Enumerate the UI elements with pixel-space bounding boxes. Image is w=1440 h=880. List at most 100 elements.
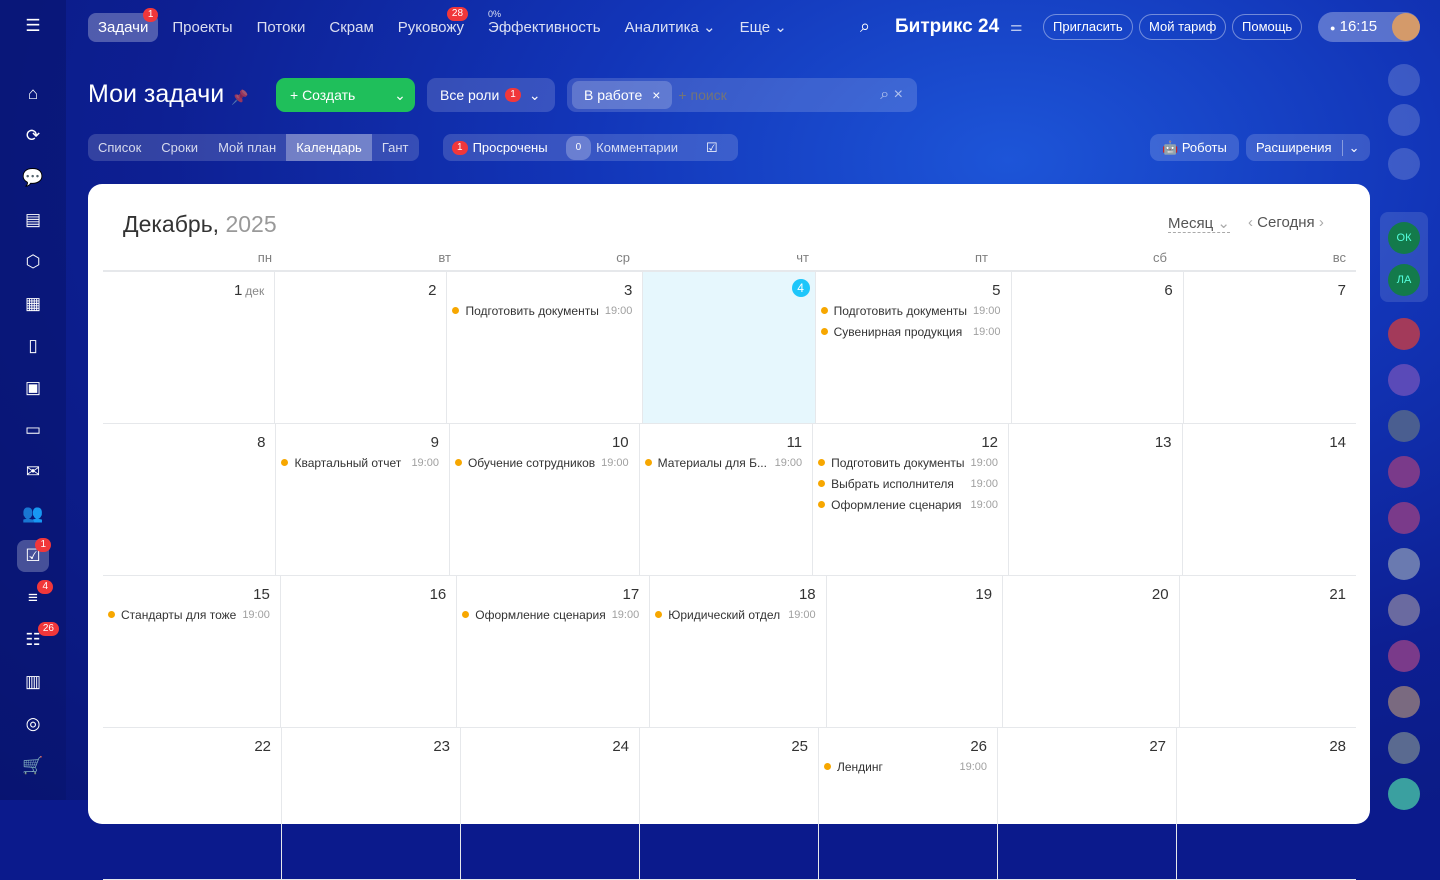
day-cell[interactable]: 20 (1003, 576, 1180, 727)
task-event[interactable]: Подготовить документы 19:00 (813, 452, 1008, 473)
task-event[interactable]: Обучение сотрудников 19:00 (450, 452, 639, 473)
chat-avatar-ok[interactable]: ОК (1388, 222, 1420, 254)
robots-button[interactable]: 🤖 Роботы (1150, 134, 1239, 161)
comments-filter[interactable]: Комментарии (596, 140, 679, 155)
day-cell[interactable]: 2 (275, 272, 448, 423)
read-all-icon[interactable]: ☑ (706, 139, 718, 155)
calendar-icon[interactable]: ▦ (24, 294, 42, 313)
task-event[interactable]: Лендинг 19:00 (819, 756, 997, 777)
task-event[interactable]: Выбрать исполнителя 19:00 (813, 473, 1008, 494)
task-event[interactable]: Оформление сценария 19:00 (813, 494, 1008, 515)
day-cell[interactable]: 17 Оформление сценария 19:00 (457, 576, 651, 727)
target-icon[interactable]: ◎ (25, 714, 41, 733)
close-icon[interactable]: × (652, 87, 661, 103)
docs-icon[interactable]: ▤ (24, 210, 42, 229)
day-cell[interactable]: 14 (1183, 424, 1356, 575)
chat-avatar[interactable] (1388, 456, 1420, 488)
nav-scrum[interactable]: Скрам (329, 18, 374, 36)
store-icon[interactable]: ▥ (24, 672, 42, 691)
list-icon[interactable]: ☷ 26 (17, 622, 59, 656)
tasks-icon[interactable]: ☑ 1 (17, 538, 51, 572)
tab-my-plan[interactable]: Мой план (218, 140, 277, 155)
document-icon[interactable]: ▯ (28, 336, 38, 355)
chat-avatar[interactable] (1388, 410, 1420, 442)
nav-analytics[interactable]: Аналитика ⌄ (624, 19, 716, 36)
tab-gantt[interactable]: Гант (381, 140, 409, 155)
task-event[interactable]: Подготовить документы 19:00 (816, 300, 1011, 321)
overdue-filter[interactable]: Просрочены (472, 140, 548, 155)
chat-avatar[interactable] (1388, 594, 1420, 626)
day-cell[interactable]: 15 Стандарты для тоже 19:00 (103, 576, 281, 727)
menu-icon[interactable]: ☰ (25, 16, 41, 35)
nav-flows[interactable]: Потоки (256, 18, 306, 36)
chat-avatar-la[interactable]: ЛА (1388, 264, 1420, 296)
chat-icon[interactable]: 💬 (22, 168, 44, 187)
filter-tag[interactable]: В работе × (572, 81, 673, 109)
chat-switch-icon[interactable] (1388, 148, 1420, 180)
today-button[interactable]: Сегодня (1257, 214, 1315, 231)
feed-icon[interactable]: ≡ 4 (17, 580, 53, 614)
help-button[interactable]: Помощь (1232, 14, 1303, 40)
chat-avatar[interactable] (1388, 686, 1420, 718)
nav-projects[interactable]: Проекты (172, 18, 233, 36)
chat-avatar[interactable] (1388, 732, 1420, 764)
day-cell[interactable]: 6 (1012, 272, 1184, 423)
nav-managing[interactable]: Руковожу 28 (388, 6, 474, 42)
next-icon[interactable]: › (1318, 214, 1324, 231)
chat-avatar[interactable] (1388, 778, 1420, 810)
prev-icon[interactable]: ‹ (1248, 214, 1253, 231)
bell-icon[interactable] (1388, 64, 1420, 96)
tab-deadlines[interactable]: Сроки (161, 140, 199, 155)
card-icon[interactable]: ▭ (24, 420, 42, 439)
task-event[interactable]: Юридический отдел 19:00 (650, 604, 825, 625)
nav-more[interactable]: Еще ⌄ (739, 19, 787, 36)
chat-avatar[interactable] (1388, 364, 1420, 396)
task-event[interactable]: Оформление сценария 19:00 (457, 604, 649, 625)
day-cell[interactable]: 19 (827, 576, 1004, 727)
users-icon[interactable]: 👥 (22, 504, 44, 523)
nav-tasks[interactable]: Задачи 1 (88, 7, 159, 42)
roles-dropdown[interactable]: Все роли 1 ⌄ (427, 78, 555, 112)
day-cell[interactable]: 7 (1184, 272, 1356, 423)
settings-icon[interactable]: ⚌ (1010, 18, 1023, 34)
day-cell[interactable]: 4 (643, 272, 816, 423)
invite-button[interactable]: Пригласить (1043, 14, 1133, 40)
chevron-down-icon[interactable]: ⌄ (1341, 139, 1360, 156)
chat-avatar[interactable] (1388, 640, 1420, 672)
task-event[interactable]: Материалы для Б... 19:00 (640, 452, 812, 473)
avatar[interactable] (1392, 13, 1420, 41)
search-input[interactable] (678, 87, 859, 103)
day-cell[interactable]: 1 дек (103, 272, 276, 423)
tab-list[interactable]: Список (98, 140, 142, 155)
create-button[interactable]: + Создать ⌄ (276, 78, 415, 112)
chat-avatar[interactable] (1388, 548, 1420, 580)
day-cell[interactable]: 8 (103, 424, 277, 575)
copilot-icon[interactable] (1388, 104, 1420, 136)
search-clear-icons[interactable]: ⌕ × (880, 86, 903, 103)
mail-icon[interactable]: ✉ (25, 462, 41, 481)
day-cell[interactable]: 10 Обучение сотрудников 19:00 (450, 424, 640, 575)
day-cell[interactable]: 3 Подготовить документы 19:00 (447, 272, 644, 423)
home-icon[interactable]: ⌂ (27, 84, 39, 103)
day-cell[interactable]: 25 (640, 728, 819, 879)
day-cell[interactable]: 22 (103, 728, 282, 879)
hexagon-icon[interactable]: ⬡ (25, 252, 41, 271)
task-event[interactable]: Стандарты для тоже 19:00 (103, 604, 280, 625)
day-cell[interactable]: 28 (1177, 728, 1356, 879)
day-cell[interactable]: 5 Подготовить документы 19:00 Сувенирная пр… (816, 272, 1012, 423)
chat-avatar[interactable] (1388, 502, 1420, 534)
extensions-button[interactable]: Расширения ⌄ (1246, 134, 1370, 161)
day-cell[interactable]: 12 Подготовить документы 19:00 Выбрать испо… (813, 424, 1010, 575)
cart-icon[interactable]: 🛒 (22, 756, 44, 775)
brand-logo[interactable]: Битрикс 24 (895, 16, 1000, 37)
task-event[interactable]: Подготовить документы 19:00 (447, 300, 642, 321)
day-cell[interactable]: 11 Материалы для Б... 19:00 (640, 424, 814, 575)
day-cell[interactable]: 13 (1009, 424, 1183, 575)
day-cell[interactable]: 18 Юридический отдел 19:00 (650, 576, 827, 727)
view-mode-dropdown[interactable]: Месяц ⌄ (1168, 214, 1230, 233)
day-cell[interactable]: 21 (1180, 576, 1356, 727)
tab-calendar[interactable]: Календарь (286, 134, 372, 161)
day-cell[interactable]: 23 (282, 728, 461, 879)
day-cell[interactable]: 27 (998, 728, 1177, 879)
pin-icon[interactable]: 📌 (231, 89, 249, 105)
